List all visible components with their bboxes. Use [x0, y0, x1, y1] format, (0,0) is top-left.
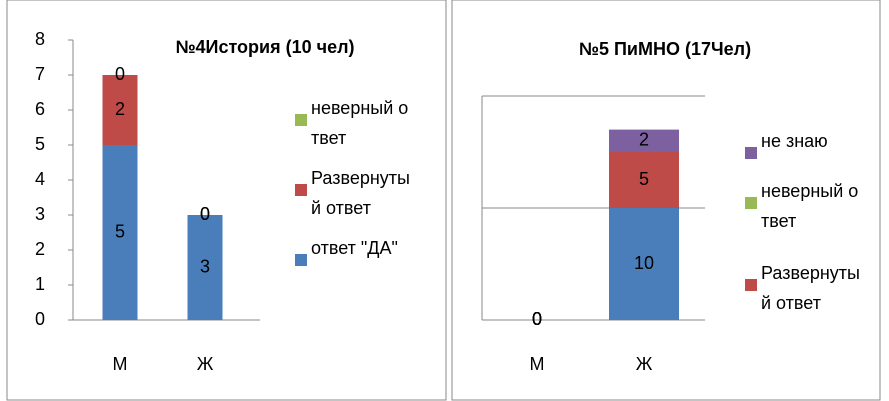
legend-label: не знаю	[761, 131, 828, 151]
y-tick-label: 0	[35, 309, 45, 329]
data-label: 2	[639, 130, 649, 150]
legend-swatch	[295, 184, 307, 196]
legend-swatch	[295, 114, 307, 126]
x-tick-label: Ж	[636, 354, 653, 374]
bar-segment	[609, 129, 679, 152]
legend-label: неверный ответ	[761, 181, 859, 231]
data-label: 5	[639, 169, 649, 189]
chart-title: №5 ПиМНО (17Чел)	[579, 39, 751, 59]
legend-label: ответ "ДА"	[311, 238, 398, 258]
bar-segment	[102, 145, 138, 320]
data-label: 0	[532, 309, 542, 329]
legend-swatch	[745, 279, 757, 291]
x-tick-label: Ж	[197, 354, 214, 374]
data-label: 0	[532, 309, 542, 329]
y-tick-label: 4	[35, 169, 45, 189]
legend-swatch	[745, 147, 757, 159]
data-label: 0	[532, 309, 542, 329]
y-tick-label: 8	[35, 29, 45, 49]
legend-label: Развернутый ответ	[761, 263, 860, 313]
x-tick-label: М	[530, 354, 545, 374]
data-label: 3	[200, 256, 210, 276]
y-tick-label: 7	[35, 64, 45, 84]
legend-swatch	[745, 197, 757, 209]
chart-frame	[451, 0, 881, 401]
bar-segment	[609, 152, 679, 208]
chart-frame	[6, 0, 447, 401]
y-tick-label: 2	[35, 239, 45, 259]
bar-segment	[609, 208, 679, 320]
data-label: 0	[532, 309, 542, 329]
y-tick-label: 3	[35, 204, 45, 224]
legend-label: Развернутый ответ	[311, 168, 410, 218]
y-tick-label: 1	[35, 274, 45, 294]
y-tick-label: 5	[35, 134, 45, 154]
bar-segment	[102, 75, 138, 145]
y-tick-label: 6	[35, 99, 45, 119]
data-label: 0	[200, 204, 210, 224]
legend-swatch	[295, 254, 307, 266]
data-label: 0	[115, 64, 125, 84]
data-label: 5	[115, 221, 125, 241]
legend-label: неверный ответ	[311, 98, 409, 148]
data-label: 2	[115, 99, 125, 119]
data-label: 0	[200, 204, 210, 224]
bar-segment	[187, 215, 223, 320]
chart-title: №4История (10 чел)	[175, 37, 354, 57]
x-tick-label: М	[113, 354, 128, 374]
data-label: 10	[634, 253, 654, 273]
